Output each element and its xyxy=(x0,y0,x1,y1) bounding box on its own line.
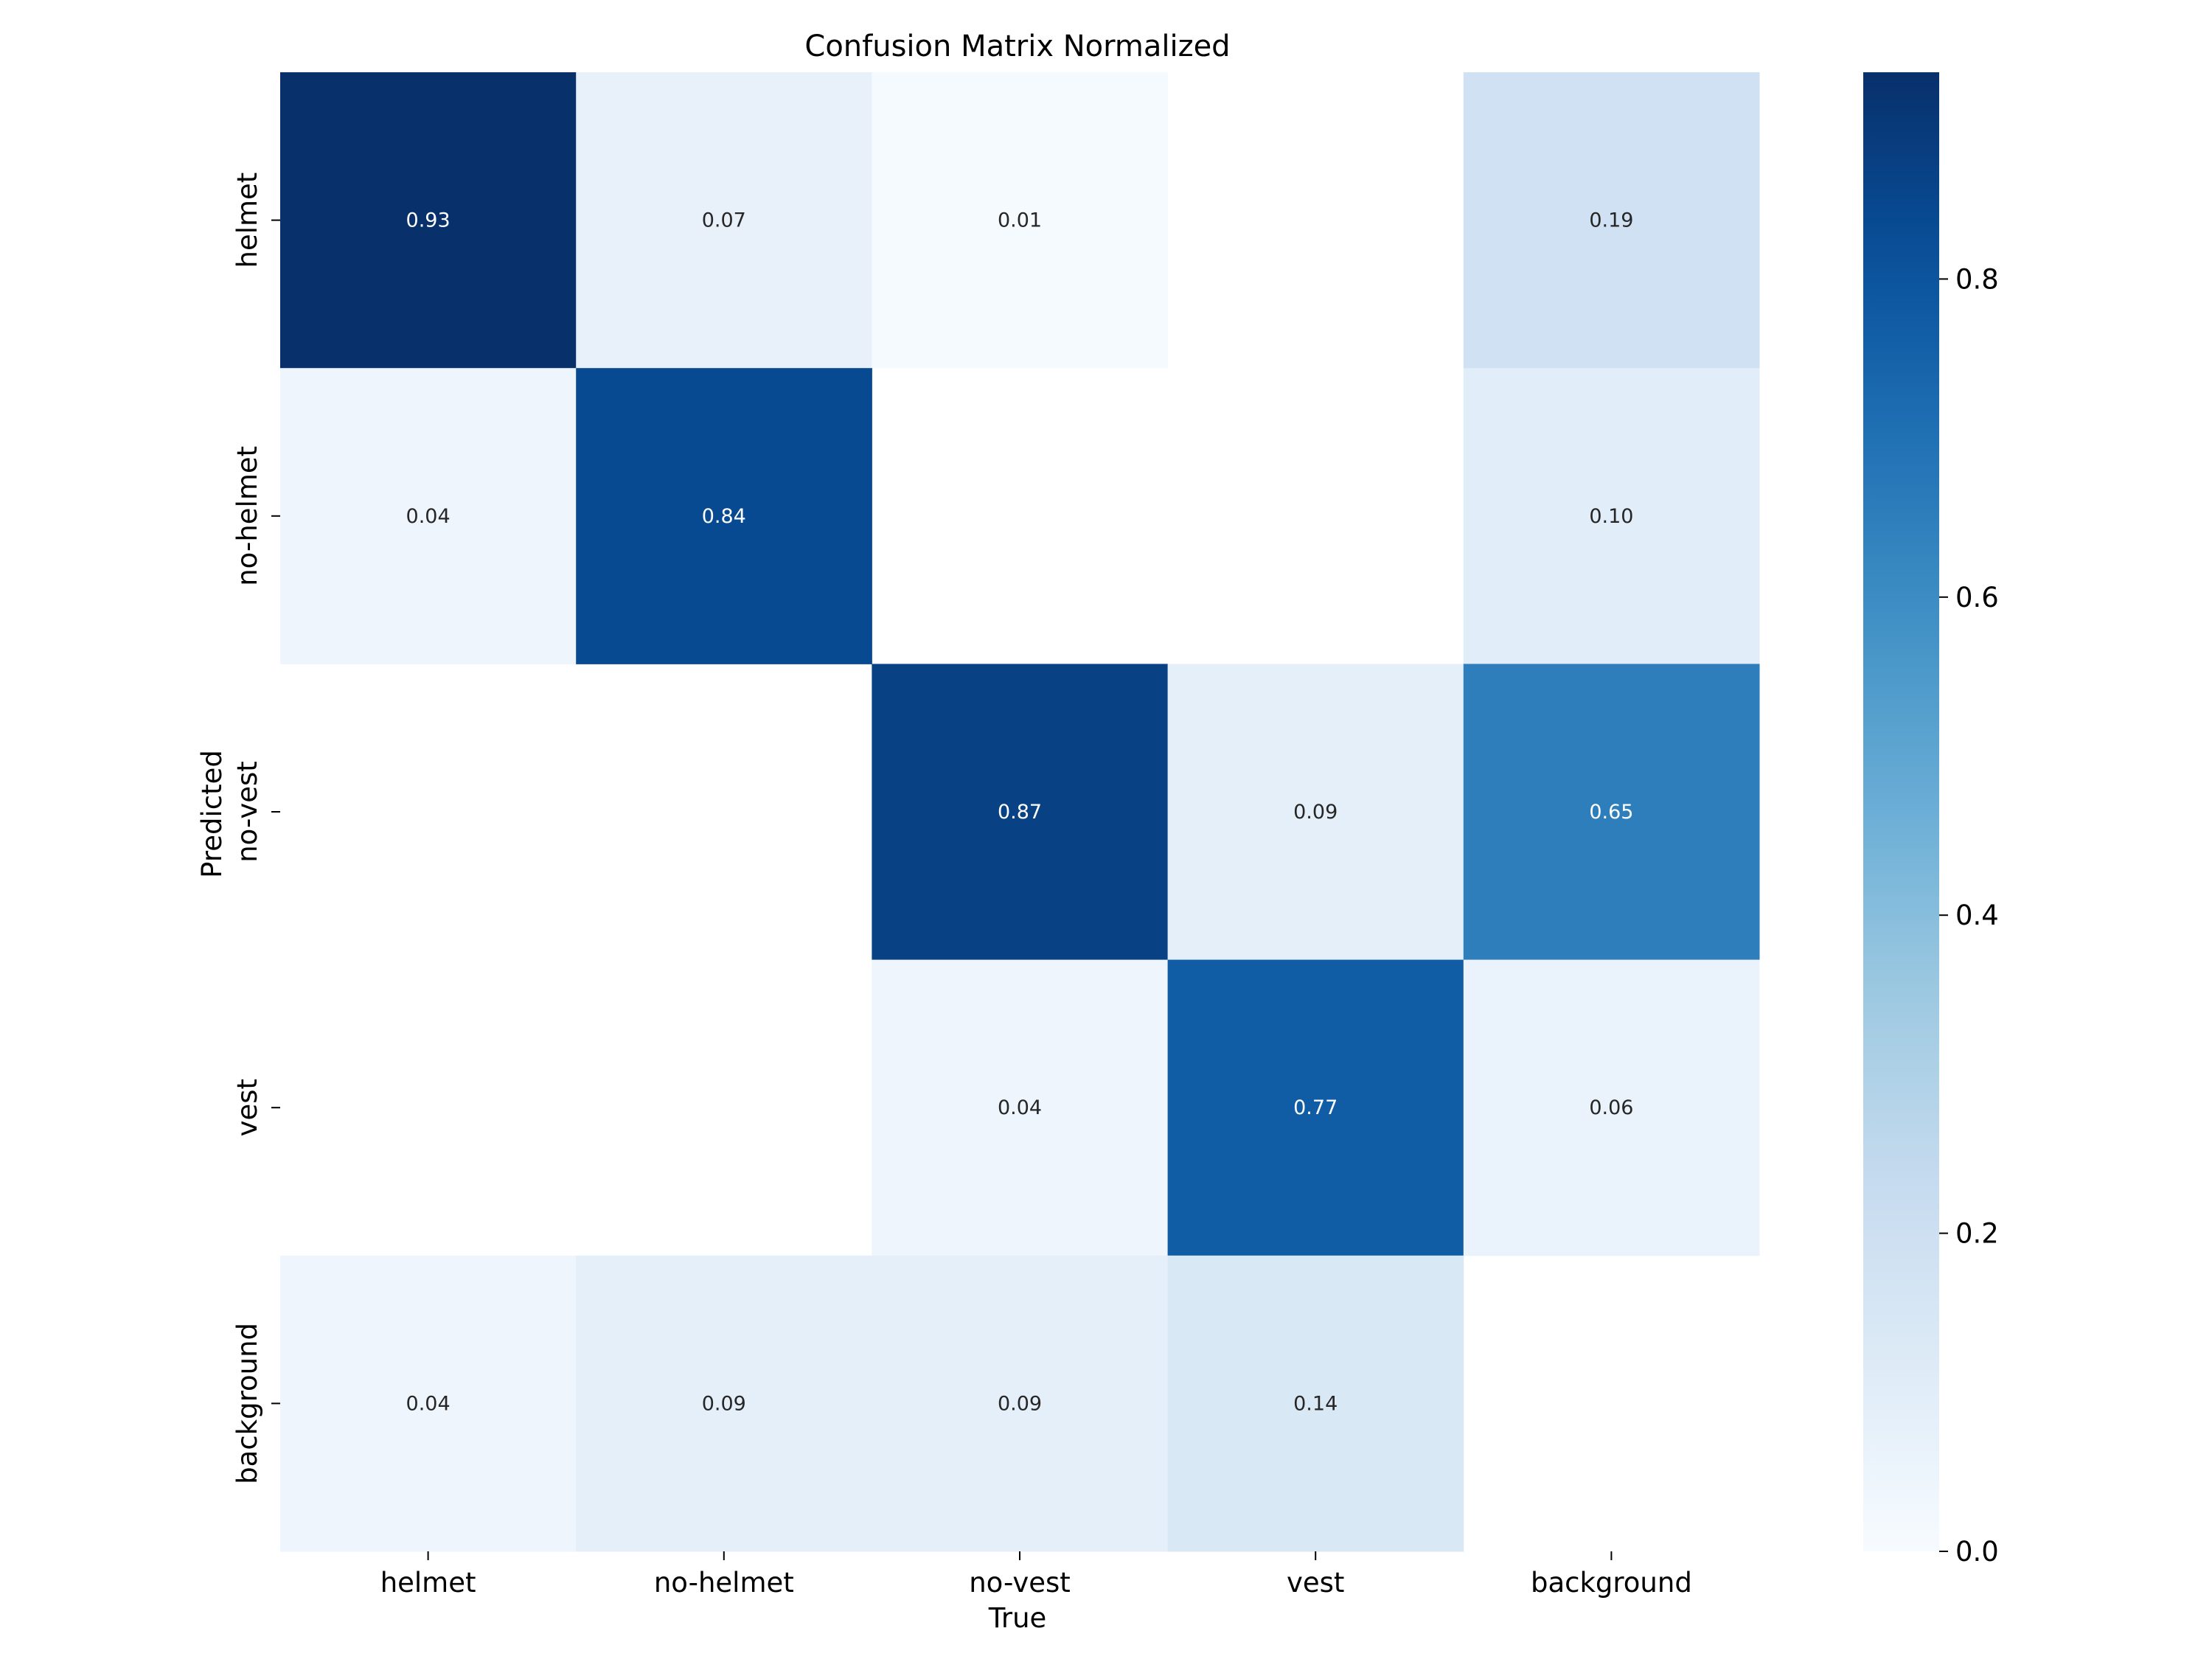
heatmap-cell xyxy=(1463,959,1760,1256)
x-axis-ticks: helmet no-helmet no-vest vest background xyxy=(380,1551,1692,1599)
heatmap-cell xyxy=(1463,664,1760,961)
cell-value-label: 0.06 xyxy=(1589,1096,1633,1119)
colorbar: 0.0 0.2 0.4 0.6 0.8 xyxy=(1863,72,1999,1568)
heatmap-cell xyxy=(872,1255,1169,1552)
heatmap-cell xyxy=(280,72,577,369)
x-tick-label: no-helmet xyxy=(654,1567,794,1599)
heatmap-cell xyxy=(872,664,1169,961)
heatmap-cell xyxy=(576,72,872,369)
cell-value-label: 0.87 xyxy=(998,801,1042,824)
colorbar-tick-label: 0.0 xyxy=(1955,1536,1999,1568)
heatmap-cell xyxy=(1463,72,1760,369)
cell-value-label: 0.04 xyxy=(406,505,451,528)
colorbar-tick-label: 0.4 xyxy=(1955,900,1999,931)
y-tick-label: vest xyxy=(232,1079,263,1136)
y-tick-label: no-vest xyxy=(232,761,263,863)
x-tick-label: helmet xyxy=(380,1567,476,1599)
cell-value-label: 0.04 xyxy=(998,1096,1042,1119)
colorbar-tick-label: 0.2 xyxy=(1955,1218,1999,1250)
y-tick-label: helmet xyxy=(232,173,263,268)
cell-value-label: 0.01 xyxy=(998,209,1042,232)
y-axis-ticks: helmet no-helmet no-vest vest background xyxy=(232,173,280,1484)
cell-value-label: 0.65 xyxy=(1589,801,1633,824)
y-tick-label: background xyxy=(232,1323,263,1484)
colorbar-gradient xyxy=(1863,72,1939,1551)
heatmap-cell xyxy=(1167,959,1464,1256)
x-tick-label: background xyxy=(1531,1567,1692,1599)
heatmap-cell xyxy=(280,1255,577,1552)
colorbar-tick-label: 0.8 xyxy=(1955,263,1999,295)
cell-value-label: 0.04 xyxy=(406,1392,451,1415)
cell-value-label: 0.93 xyxy=(406,209,451,232)
colorbar-tick-label: 0.6 xyxy=(1955,582,1999,613)
heatmap-cell xyxy=(1167,664,1464,961)
heatmap-cell xyxy=(872,72,1169,369)
cell-value-label: 0.14 xyxy=(1293,1392,1338,1415)
cell-value-label: 0.07 xyxy=(702,209,746,232)
y-axis-label: Predicted xyxy=(196,750,228,878)
cell-value-label: 0.19 xyxy=(1589,209,1633,232)
heatmap-cell xyxy=(1463,368,1760,664)
heatmap-cell xyxy=(280,368,577,664)
x-axis-label: True xyxy=(988,1602,1047,1634)
heatmap-cell xyxy=(1167,1255,1464,1552)
heatmap-cell xyxy=(576,368,872,664)
y-tick-label: no-helmet xyxy=(232,446,263,586)
heatmap-cell xyxy=(872,959,1169,1256)
heatmap-cell-labels: 0.93 0.07 0.01 0.19 0.04 0.84 0.10 0.87 0.09 0.65… xyxy=(406,209,1634,1416)
heatmap-cells xyxy=(280,72,1760,1552)
cell-value-label: 0.09 xyxy=(1293,801,1338,824)
cell-value-label: 0.09 xyxy=(998,1392,1042,1415)
heatmap-cell xyxy=(576,1255,872,1552)
cell-value-label: 0.77 xyxy=(1293,1096,1338,1119)
cell-value-label: 0.09 xyxy=(702,1392,746,1415)
cell-value-label: 0.10 xyxy=(1589,505,1633,528)
x-tick-label: no-vest xyxy=(969,1567,1071,1599)
chart-title: Confusion Matrix Normalized xyxy=(804,29,1230,63)
cell-value-label: 0.84 xyxy=(702,505,746,528)
x-tick-label: vest xyxy=(1287,1567,1344,1599)
